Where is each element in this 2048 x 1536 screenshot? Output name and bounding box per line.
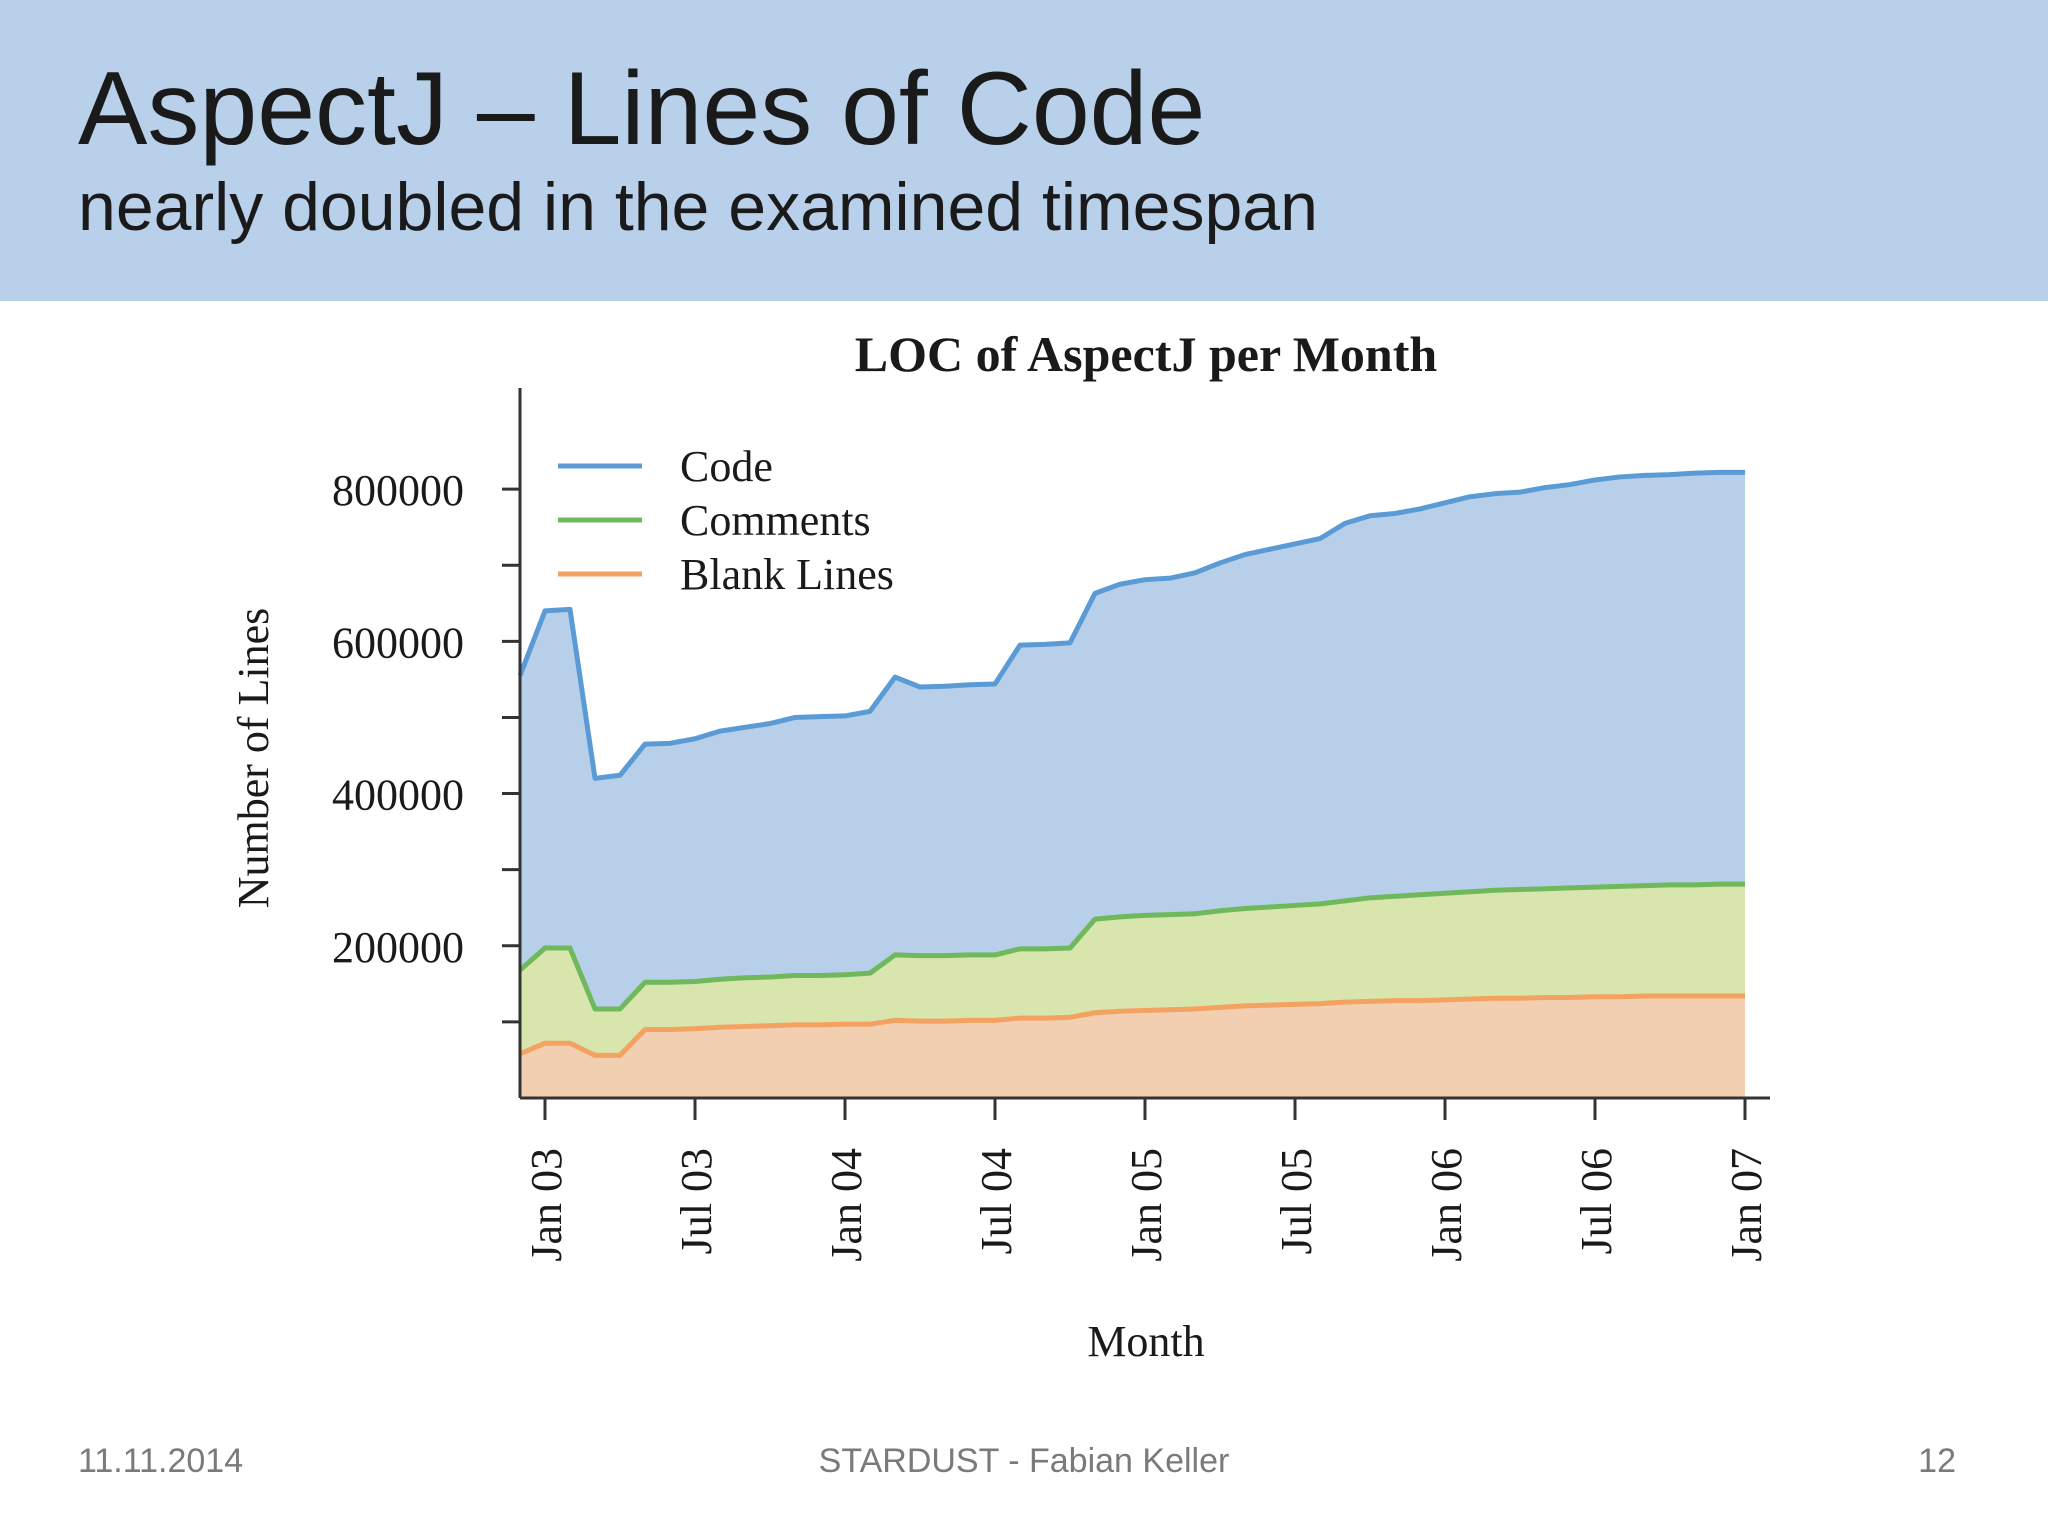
footer-date: 11.11.2014 <box>78 1442 244 1480</box>
x-tick-label: Jan 04 <box>822 1148 871 1262</box>
area-blank-lines <box>520 996 1745 1098</box>
chart-legend: Code Comments Blank Lines <box>558 442 894 599</box>
x-tick-label: Jan 05 <box>1122 1148 1171 1262</box>
y-tick-label: 400000 <box>332 771 464 820</box>
x-tick-label: Jan 03 <box>522 1148 571 1262</box>
slide-header: AspectJ – Lines of Code nearly doubled i… <box>0 0 2048 301</box>
chart-title: LOC of AspectJ per Month <box>855 326 1438 382</box>
x-tick-label: Jul 05 <box>1272 1148 1321 1254</box>
y-axis-label: Number of Lines <box>229 608 278 909</box>
slide-subtitle: nearly doubled in the examined timespan <box>78 169 1318 245</box>
slide-title: AspectJ – Lines of Code <box>78 51 1206 167</box>
y-tick-label: 600000 <box>332 618 464 667</box>
chart-ticks: 200000 400000 600000 800000 Jan 03 Jul 03 Jan … <box>332 466 1771 1262</box>
x-tick-label: Jan 07 <box>1722 1148 1771 1262</box>
y-tick-label: 800000 <box>332 466 464 515</box>
legend-label: Comments <box>680 496 871 545</box>
y-tick-label: 200000 <box>332 923 464 972</box>
x-tick-label: Jul 03 <box>672 1148 721 1254</box>
chart-areas <box>517 469 1745 1098</box>
loc-area-chart: LOC of AspectJ per Month 200000 400000 600… <box>229 326 1771 1366</box>
legend-label: Blank Lines <box>680 550 894 599</box>
x-tick-label: Jan 06 <box>1422 1148 1471 1262</box>
x-tick-label: Jul 06 <box>1572 1148 1621 1254</box>
line-blank-lines <box>519 993 1745 1058</box>
line-comments <box>518 881 1745 1012</box>
x-axis-label: Month <box>1087 1317 1204 1366</box>
line-code <box>517 469 1745 781</box>
legend-label: Code <box>680 442 773 491</box>
x-tick-label: Jul 04 <box>972 1148 1021 1254</box>
footer-presenter: STARDUST - Fabian Keller <box>818 1442 1230 1480</box>
page-number: 12 <box>1918 1442 1956 1480</box>
